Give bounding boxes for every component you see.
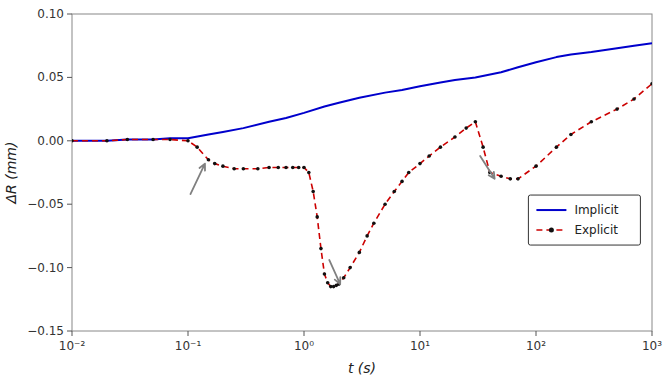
series-point (632, 97, 636, 101)
x-tick (304, 331, 305, 336)
arrow (480, 156, 494, 179)
y-tick (67, 140, 72, 141)
series-point (407, 171, 411, 175)
series-point (348, 266, 352, 270)
series-point (383, 202, 387, 206)
series-point (195, 145, 199, 149)
series-point (427, 154, 431, 158)
series-point (297, 166, 301, 170)
x-tick (420, 331, 421, 336)
series-point (474, 120, 478, 124)
x-tick-label: 10⁻¹ (175, 339, 202, 353)
y-tick-label: 0.10 (37, 7, 64, 21)
series-point (464, 126, 468, 130)
series-line (72, 43, 652, 141)
series-point (105, 139, 109, 143)
y-tick (67, 77, 72, 78)
legend-marker (549, 228, 554, 233)
series-point (72, 139, 74, 143)
y-tick (67, 331, 72, 332)
series-point (516, 177, 520, 181)
series-point (315, 215, 319, 219)
series-point (186, 139, 190, 143)
series-point (207, 158, 211, 162)
y-tick (67, 14, 72, 15)
x-tick-label: 10² (526, 339, 546, 353)
series-point (319, 247, 323, 251)
x-tick-label: 10⁰ (294, 339, 314, 353)
series-point (291, 166, 295, 170)
x-tick-label: 10³ (642, 339, 662, 353)
series-point (221, 164, 225, 168)
x-axis-label: t (s) (348, 360, 376, 376)
legend-swatch (536, 209, 566, 211)
x-tick-label: 10⁻² (59, 339, 86, 353)
series-point (439, 145, 443, 149)
legend-box (528, 195, 640, 245)
series-point (311, 190, 315, 194)
legend: Implicit Explicit (528, 195, 640, 245)
chart: 10⁻² 10⁻¹ 10⁰ 10¹ 10² 10³ −0.15 −0.10 −0.05 0.00 0… (0, 0, 668, 383)
y-tick-label: 0.00 (37, 134, 64, 148)
series-point (569, 133, 573, 137)
series-point (267, 166, 271, 170)
arrow (329, 260, 340, 284)
y-tick-label: 0.05 (37, 70, 64, 84)
series-point (307, 171, 311, 175)
arrow (190, 164, 205, 194)
series-point (168, 138, 172, 142)
series-point (284, 166, 288, 170)
plot-frame (72, 14, 652, 331)
series-point (453, 135, 457, 139)
series-point (276, 166, 280, 170)
x-tick (72, 331, 73, 336)
series-point (232, 167, 236, 171)
series-point (499, 175, 503, 179)
series-point (534, 164, 538, 168)
series-point (126, 138, 130, 142)
x-tick (652, 331, 653, 336)
plot-area (72, 43, 652, 288)
series-point (481, 145, 485, 149)
series-point (392, 190, 396, 194)
y-tick-label: −0.15 (27, 324, 64, 338)
series-point (590, 120, 594, 124)
x-tick (536, 331, 537, 336)
series-point (372, 221, 376, 225)
series-point (615, 107, 619, 111)
y-tick (67, 204, 72, 205)
y-tick-label: −0.10 (27, 261, 64, 275)
series-point (323, 272, 327, 276)
series-point (400, 180, 404, 184)
legend-label: Implicit (574, 203, 618, 217)
series-point (508, 177, 512, 181)
series-point (555, 145, 559, 149)
series-point (302, 166, 306, 170)
y-tick-label: −0.05 (27, 197, 64, 211)
y-tick (67, 267, 72, 268)
series-point (365, 234, 369, 238)
legend-label: Explicit (574, 223, 618, 237)
y-axis-label: ΔR (mm) (3, 142, 19, 205)
series-point (342, 276, 346, 280)
x-tick-label: 10¹ (410, 339, 430, 353)
series-line (72, 84, 652, 287)
series-point (358, 251, 362, 255)
series-point (326, 281, 330, 285)
series-point (242, 167, 246, 171)
series-point (650, 82, 652, 86)
series-point (256, 167, 260, 171)
series-point (151, 138, 155, 142)
series-point (213, 162, 217, 166)
x-tick (188, 331, 189, 336)
series-point (418, 162, 422, 166)
